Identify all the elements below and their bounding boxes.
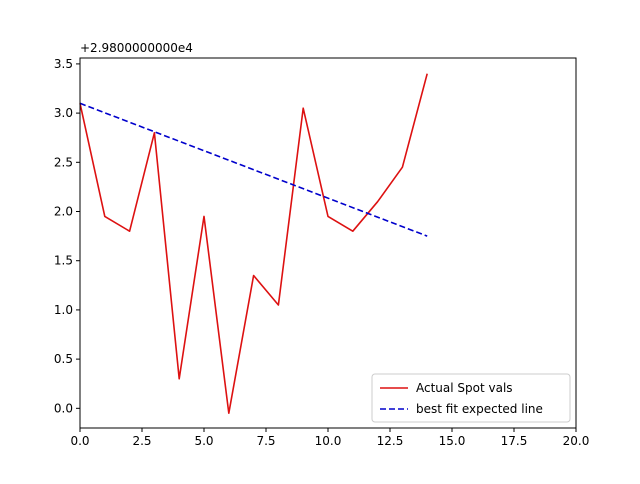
x-tick-label: 5.0 bbox=[194, 434, 213, 448]
y-tick-label: 1.5 bbox=[54, 254, 73, 268]
series-line-2 bbox=[79, 102, 428, 237]
x-tick-label: 17.5 bbox=[501, 434, 528, 448]
legend-box bbox=[371, 373, 571, 423]
x-tick-label: 12.5 bbox=[377, 434, 404, 448]
series-layer bbox=[79, 73, 428, 415]
y-tick-label: 3.0 bbox=[54, 106, 73, 120]
x-tick-label: 10.0 bbox=[315, 434, 342, 448]
legend-label-2: best fit expected line bbox=[416, 402, 543, 416]
plot-area-frame bbox=[79, 57, 577, 429]
y-tick-label: 0.0 bbox=[54, 401, 73, 415]
y-tick-label: 3.5 bbox=[54, 57, 73, 71]
x-tick-label: 7.5 bbox=[256, 434, 275, 448]
y-tick-label: 1.0 bbox=[54, 303, 73, 317]
x-tick-label: 2.5 bbox=[132, 434, 151, 448]
x-tick-label: 0.0 bbox=[70, 434, 89, 448]
legend: Actual Spot vals best fit expected line bbox=[371, 373, 571, 423]
x-tick-label: 20.0 bbox=[563, 434, 590, 448]
y-tick-label: 0.5 bbox=[54, 352, 73, 366]
y-axis: 0.0 0.5 1.0 1.5 2.0 2.5 3.0 3.5 bbox=[54, 57, 80, 415]
legend-label-1: Actual Spot vals bbox=[416, 381, 513, 395]
x-axis: 0.0 2.5 5.0 7.5 10.0 12.5 15.0 17.5 20.0 bbox=[70, 428, 589, 448]
y-tick-label: 2.5 bbox=[54, 155, 73, 169]
x-tick-label: 15.0 bbox=[439, 434, 466, 448]
y-axis-offset-label: +2.9800000000e4 bbox=[80, 41, 193, 55]
series-line-1 bbox=[79, 73, 428, 415]
y-tick-label: 2.0 bbox=[54, 205, 73, 219]
